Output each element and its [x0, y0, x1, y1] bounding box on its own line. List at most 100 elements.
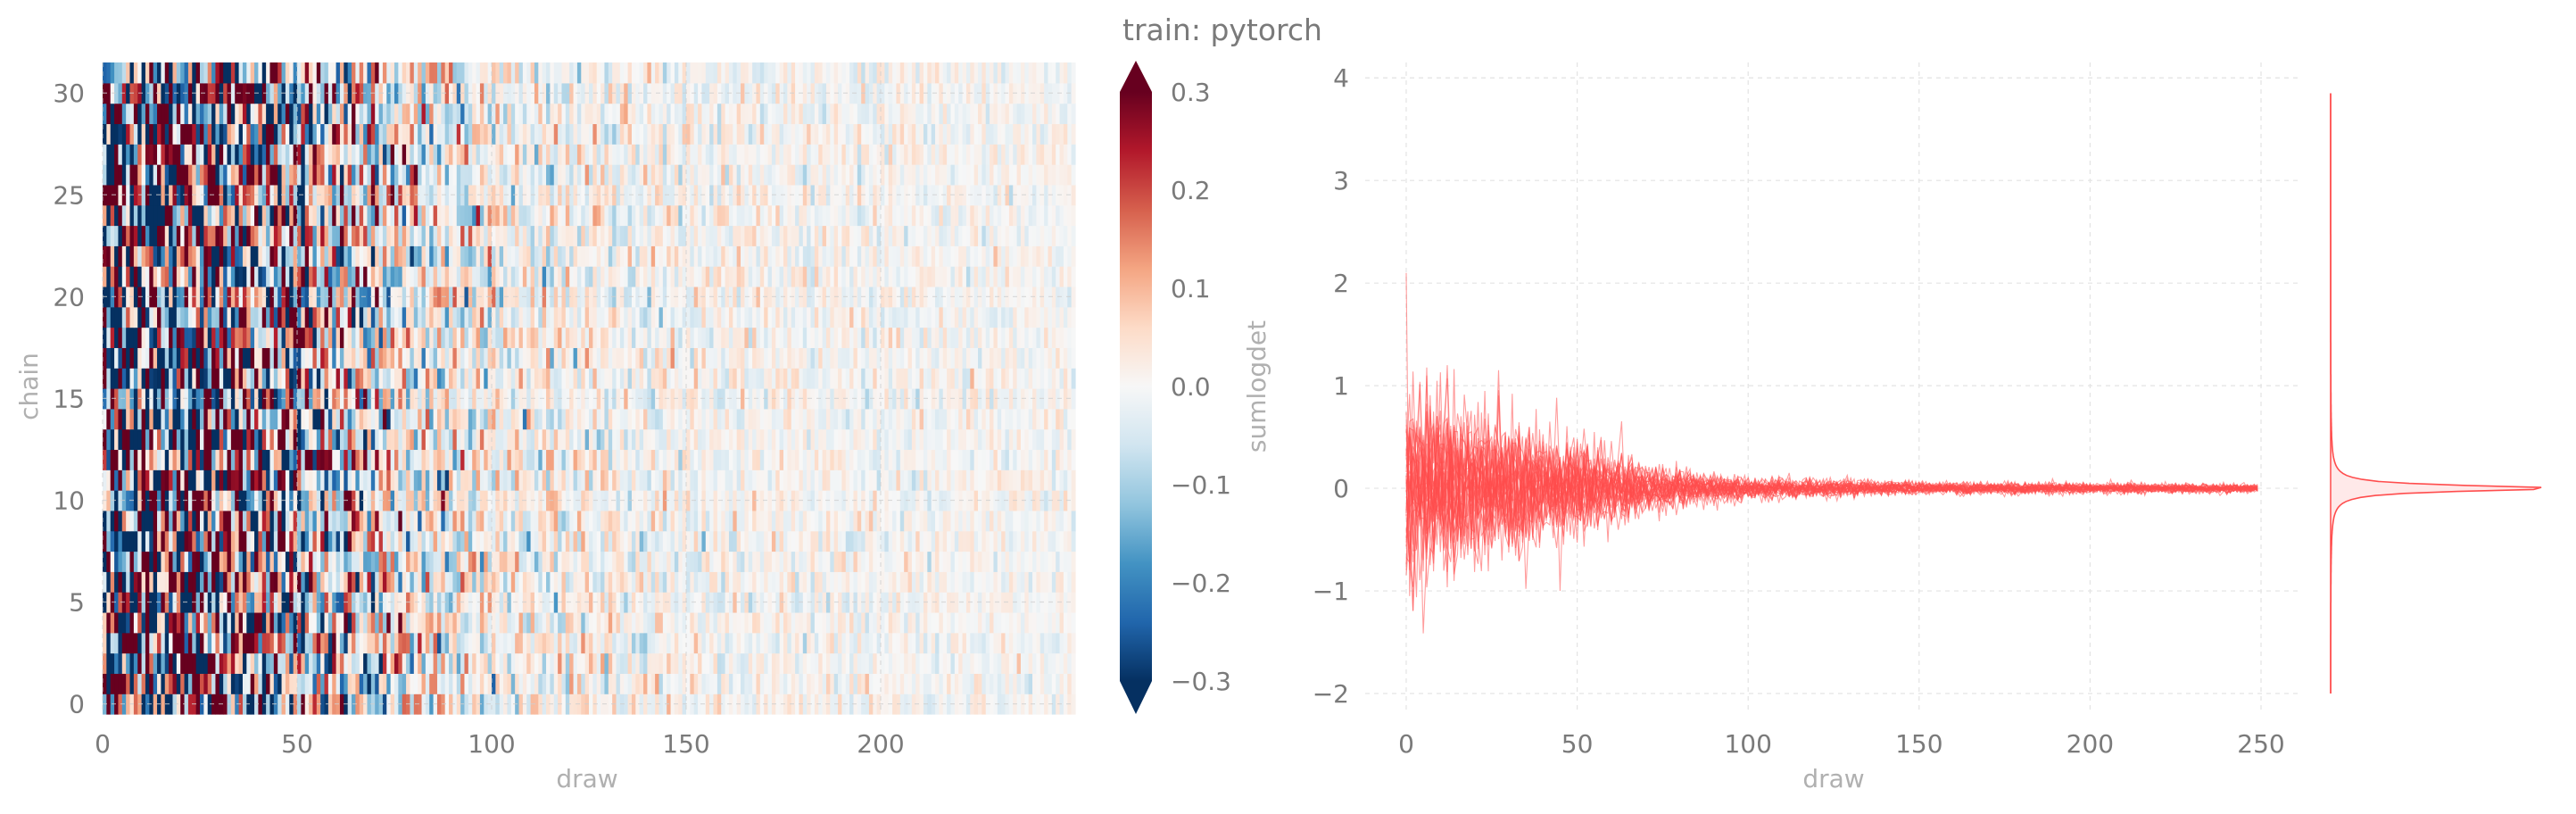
heatmap-cell: [1040, 347, 1045, 369]
heatmap-cell: [833, 632, 839, 654]
heatmap-cell: [433, 530, 438, 552]
heatmap-cell: [261, 368, 267, 389]
heatmap-cell: [1016, 530, 1022, 552]
heatmap-cell: [954, 469, 959, 491]
heatmap-cell: [542, 327, 547, 348]
heatmap-cell: [635, 368, 641, 389]
heatmap-cell: [857, 408, 862, 430]
heatmap-cell: [693, 449, 699, 470]
heatmap-cell: [990, 428, 995, 451]
heatmap-cell: [584, 551, 590, 572]
heatmap-cell: [939, 652, 944, 674]
heatmap-cell: [795, 469, 800, 491]
heatmap-cell: [825, 347, 831, 369]
heatmap-cell: [359, 673, 364, 694]
heatmap-cell: [406, 469, 411, 491]
heatmap-cell: [522, 306, 527, 328]
heatmap-cell: [608, 449, 613, 470]
heatmap-cell: [542, 388, 547, 410]
heatmap-cell: [624, 592, 629, 613]
heatmap-cell: [312, 571, 318, 593]
heatmap-cell: [149, 428, 154, 451]
heatmap-cell: [639, 652, 644, 674]
heatmap-cell: [604, 551, 609, 572]
heatmap-cell: [716, 673, 722, 694]
heatmap-cell: [791, 327, 796, 348]
heatmap-cell: [285, 388, 290, 410]
heatmap-cell: [1048, 611, 1053, 634]
heatmap-cell: [367, 368, 372, 389]
heatmap-cell: [997, 388, 1002, 410]
heatmap-cell: [293, 551, 298, 572]
heatmap-cell: [242, 490, 247, 511]
heatmap-cell: [106, 530, 112, 552]
heatmap-cell: [219, 408, 224, 430]
heatmap-cell: [468, 673, 473, 694]
heatmap-cell: [410, 632, 415, 654]
heatmap-cell: [352, 652, 356, 674]
heatmap-cell: [650, 408, 656, 430]
heatmap-cell: [923, 428, 928, 451]
heatmap-cell: [285, 551, 290, 572]
heatmap-cell: [701, 611, 707, 634]
heatmap-cell: [584, 510, 590, 532]
heatmap-cell: [728, 673, 733, 694]
heatmap-cell: [881, 530, 885, 552]
heatmap-cell: [550, 673, 555, 694]
heatmap-cell: [833, 510, 839, 532]
heatmap-cell: [741, 428, 745, 451]
heatmap-cell: [725, 449, 730, 470]
heatmap-cell: [939, 428, 944, 451]
heatmap-cell: [418, 388, 423, 410]
heatmap-cell: [825, 428, 831, 451]
heatmap-cell: [141, 592, 146, 613]
heatmap-cell: [472, 490, 477, 511]
heatmap-cell: [390, 510, 395, 532]
heatmap-cell: [1036, 530, 1041, 552]
heatmap-cell: [604, 327, 609, 348]
heatmap-cell: [546, 551, 551, 572]
heatmap-cell: [721, 592, 726, 613]
heatmap-cell: [169, 510, 174, 532]
heatmap-cell: [674, 449, 679, 470]
heatmap-cell: [327, 428, 333, 451]
heatmap-cell: [375, 551, 380, 572]
heatmap-cell: [993, 551, 998, 572]
heatmap-cell: [1067, 327, 1073, 348]
heatmap-cell: [223, 449, 228, 470]
heatmap-cell: [526, 571, 532, 593]
heatmap-cell: [1001, 428, 1006, 451]
heatmap-cell: [997, 306, 1002, 328]
heatmap-cell: [830, 327, 835, 348]
heatmap-cell: [767, 428, 773, 451]
heatmap-cell: [1016, 592, 1022, 613]
heatmap-cell: [254, 327, 259, 348]
heatmap-cell: [1044, 611, 1049, 634]
heatmap-cell: [390, 428, 395, 451]
heatmap-cell: [464, 592, 469, 613]
heatmap-cell: [658, 408, 664, 430]
heatmap-cell: [643, 368, 648, 389]
heatmap-cell: [1044, 428, 1049, 451]
heatmap-cell: [592, 327, 598, 348]
heatmap-cell: [701, 530, 707, 552]
heatmap-cell: [269, 368, 275, 389]
heatmap-cell: [608, 490, 613, 511]
heatmap-cell: [990, 673, 995, 694]
heatmap-cell: [725, 510, 730, 532]
heatmap-cell: [510, 611, 516, 634]
heatmap-cell: [309, 327, 314, 348]
heatmap-cell: [990, 571, 995, 593]
heatmap-cell: [418, 510, 423, 532]
heatmap-cell: [339, 327, 344, 348]
heatmap-cell: [344, 652, 349, 674]
heatmap-cell: [161, 673, 166, 694]
heatmap-cell: [227, 306, 232, 328]
heatmap-cell: [1008, 408, 1014, 430]
heatmap-cell: [759, 347, 765, 369]
heatmap-cell: [133, 510, 138, 532]
heatmap-cell: [390, 469, 395, 491]
heatmap-cell: [382, 652, 387, 674]
heatmap-cell: [176, 469, 181, 491]
heatmap-cell: [1048, 551, 1053, 572]
